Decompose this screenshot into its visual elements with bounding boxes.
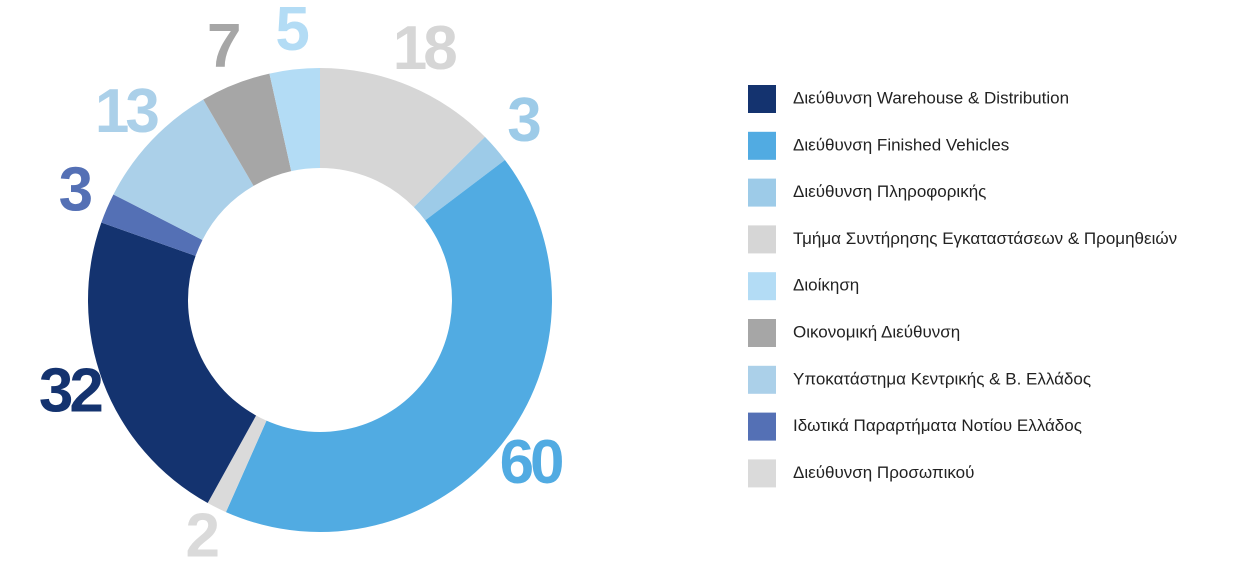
donut-slice [101, 194, 203, 256]
legend-label: Διεύθυνση Προσωπικού [793, 463, 974, 482]
data-label: 2 [185, 501, 217, 561]
donut-slice [207, 415, 267, 513]
legend-swatch [748, 365, 776, 394]
legend-label: Ιδωτικά Παραρτήματα Νοτίου Ελλάδος [793, 416, 1082, 435]
legend-label: Τμήμα Συντήρησης Εγκαταστάσεων & Προμηθε… [793, 229, 1177, 248]
legend-label: Διεύθυνση Warehouse & Distribution [793, 88, 1069, 107]
legend-label: Διεύθυνση Finished Vehicles [793, 135, 1009, 154]
donut-slice [320, 68, 485, 208]
legend-swatch [748, 178, 776, 207]
legend-swatch [748, 85, 776, 113]
donut-slice [225, 159, 552, 532]
data-label: 3 [507, 86, 540, 155]
legend-label: Οικονομική Διεύθυνση [793, 322, 960, 341]
legend-label: Διοίκηση [793, 276, 859, 295]
data-label: 3 [59, 155, 92, 224]
data-label: 32 [39, 356, 101, 425]
data-label: 13 [95, 77, 158, 146]
data-label: 7 [207, 12, 239, 81]
legend-swatch [748, 225, 776, 254]
donut-slice [203, 73, 292, 186]
donut-slice [413, 136, 505, 221]
data-label: 60 [500, 428, 562, 497]
donut-slice [269, 68, 320, 172]
legend-label: Διεύθυνση Πληροφορικής [793, 182, 986, 201]
donut-slice [88, 222, 257, 504]
donut-slice [113, 99, 254, 240]
legend-swatch [748, 412, 776, 441]
legend-label: Υποκατάστημα Κεντρικής & Β. Ελλάδος [793, 369, 1091, 388]
data-label: 5 [275, 0, 308, 64]
data-label: 18 [393, 14, 456, 83]
legend-swatch [748, 272, 776, 301]
legend-swatch [748, 459, 776, 488]
legend-swatch [748, 319, 776, 347]
legend-swatch [748, 131, 776, 160]
